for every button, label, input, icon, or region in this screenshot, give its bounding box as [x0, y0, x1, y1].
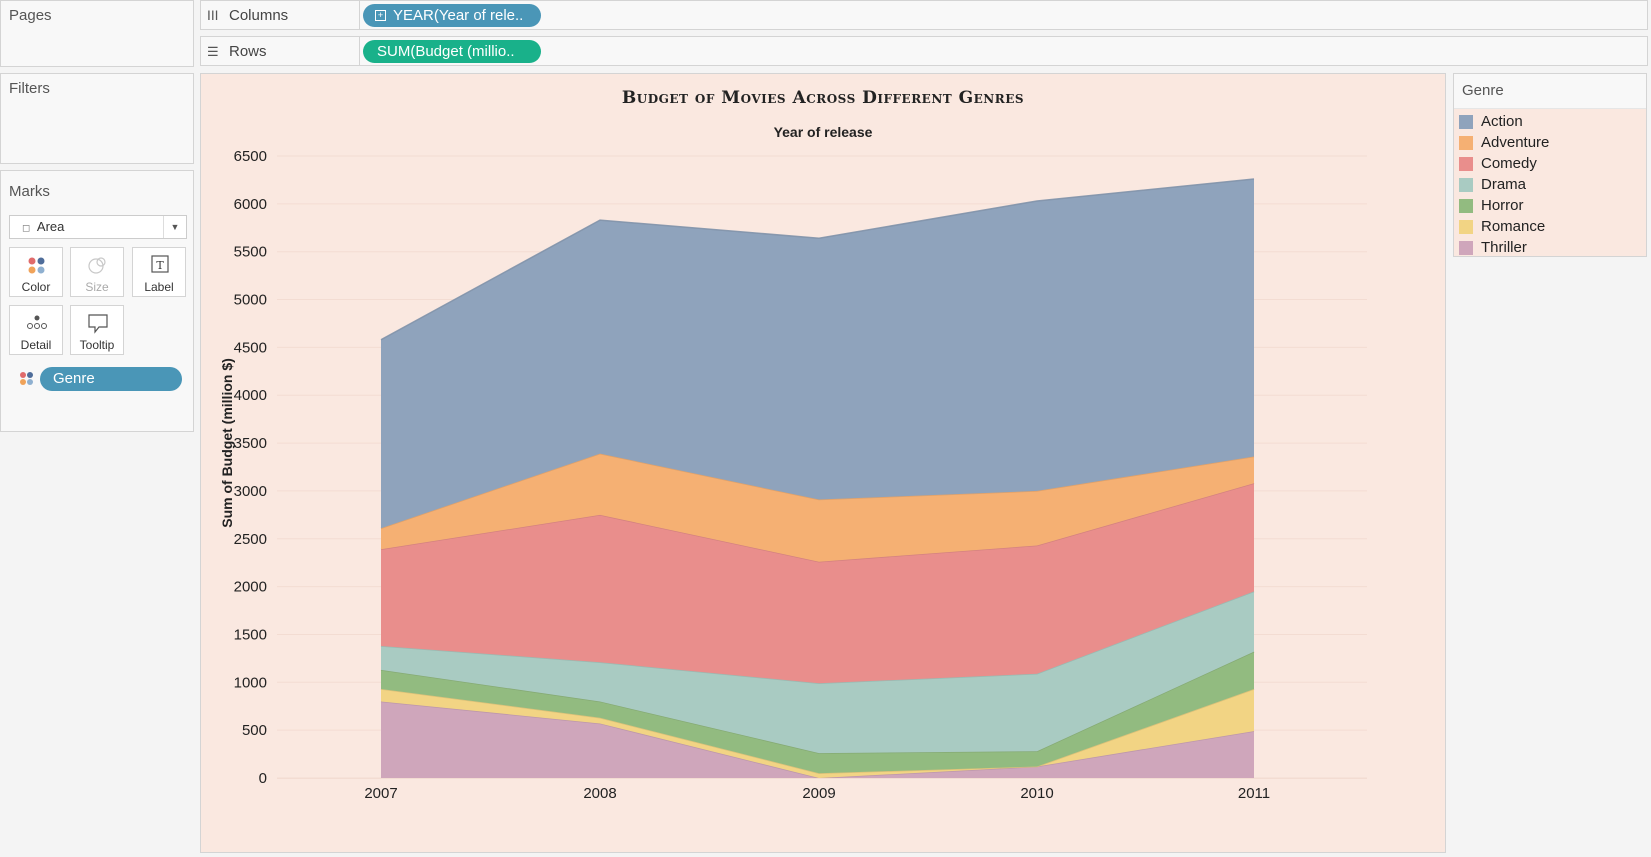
x-tick-label: 2007: [364, 785, 397, 802]
y-tick-label: 4000: [234, 387, 267, 404]
tooltip-label: Tooltip: [79, 338, 115, 352]
text-label-icon: T: [151, 255, 169, 273]
color-encoding-icon: [19, 371, 35, 392]
legend-items: Action Adventure Comedy Drama Horror Romance T…: [1454, 109, 1646, 258]
y-tick-label: 500: [242, 722, 267, 739]
legend-item[interactable]: Horror: [1454, 195, 1646, 216]
label-label: Label: [144, 280, 174, 294]
area-series-action[interactable]: [381, 178, 1254, 529]
y-tick-label: 3000: [234, 483, 267, 500]
rows-icon: ☰: [207, 44, 219, 59]
detail-button[interactable]: Detail: [9, 305, 63, 355]
size-icon: [88, 257, 106, 274]
x-axis-title: Year of release: [773, 124, 873, 140]
size-label: Size: [85, 280, 109, 294]
columns-shelf-label: ⅠⅠⅠ Columns: [207, 7, 289, 24]
legend-label: Horror: [1481, 197, 1524, 214]
genre-color-pill[interactable]: Genre: [40, 367, 182, 391]
legend-label: Adventure: [1481, 134, 1550, 151]
area-series-comedy[interactable]: [381, 483, 1254, 684]
legend-label: Comedy: [1481, 155, 1537, 172]
chart-panel: Budget of Movies Across Different Genres…: [200, 73, 1446, 853]
expand-plus-icon: +: [375, 10, 386, 21]
legend-item[interactable]: Thriller: [1454, 237, 1646, 258]
label-button[interactable]: T Label: [132, 247, 186, 297]
pages-panel[interactable]: Pages: [0, 0, 194, 67]
size-button[interactable]: Size: [70, 247, 124, 297]
marks-title: Marks: [9, 183, 50, 200]
x-tick-label: 2008: [583, 785, 616, 802]
area-chart-icon: ◻: [22, 223, 31, 234]
mark-type-label: Area: [36, 219, 65, 234]
filters-title: Filters: [9, 80, 50, 97]
legend-item[interactable]: Romance: [1454, 216, 1646, 237]
legend-label: Action: [1481, 113, 1523, 130]
rows-shelf[interactable]: ☰ Rows SUM(Budget (millio..: [200, 36, 1648, 66]
svg-text:T: T: [156, 259, 164, 272]
legend-item[interactable]: Drama: [1454, 174, 1646, 195]
legend-label: Romance: [1481, 218, 1546, 235]
tooltip-icon: [88, 314, 108, 334]
color-button[interactable]: Color: [9, 247, 63, 297]
marks-card: Marks ◻ Area ▼ Color Size T Label Detail: [0, 170, 194, 432]
legend-item[interactable]: Comedy: [1454, 153, 1646, 174]
area-series-adventure[interactable]: [381, 453, 1254, 562]
legend-swatch: [1459, 177, 1473, 192]
y-tick-label: 6000: [234, 196, 267, 213]
columns-divider: [359, 1, 360, 29]
y-axis-title: Sum of Budget (million $): [219, 358, 235, 528]
x-tick-label: 2009: [802, 785, 835, 802]
y-tick-label: 2500: [234, 531, 267, 548]
y-tick-label: 1500: [234, 626, 267, 643]
mark-type-dropdown[interactable]: ◻ Area ▼: [9, 215, 187, 239]
y-tick-label: 2000: [234, 579, 267, 596]
legend-item[interactable]: Adventure: [1454, 132, 1646, 153]
color-label: Color: [21, 280, 51, 294]
rows-divider: [359, 37, 360, 65]
x-tick-label: 2011: [1238, 785, 1270, 802]
legend-swatch: [1459, 198, 1473, 213]
y-tick-label: 5500: [234, 244, 267, 261]
y-tick-label: 0: [259, 770, 267, 787]
pages-title: Pages: [9, 7, 52, 24]
area-edge-action: [380, 178, 1255, 341]
rows-pill[interactable]: SUM(Budget (millio..: [363, 40, 541, 63]
legend-label: Thriller: [1481, 239, 1527, 256]
y-tick-label: 3500: [234, 435, 267, 452]
rows-shelf-label: ☰ Rows: [207, 43, 267, 60]
columns-pill-label: YEAR(Year of rele..: [393, 7, 524, 24]
y-tick-label: 5000: [234, 292, 267, 309]
y-tick-label: 4500: [234, 339, 267, 356]
tooltip-button[interactable]: Tooltip: [70, 305, 124, 355]
y-tick-label: 1000: [234, 674, 267, 691]
legend-swatch: [1459, 114, 1473, 129]
chart-title: Budget of Movies Across Different Genres: [621, 88, 1025, 108]
area-chart[interactable]: 0 500 1000 1500 2000 2500 3000 3500 4000 4500 5000…: [201, 74, 1445, 852]
x-tick-label: 2010: [1020, 785, 1053, 802]
chevron-down-icon: ▼: [163, 216, 186, 238]
columns-icon: ⅠⅠⅠ: [207, 8, 219, 23]
legend-title: Genre: [1454, 74, 1646, 109]
columns-pill[interactable]: + YEAR(Year of rele..: [363, 4, 541, 27]
area-series-thriller[interactable]: [381, 701, 1254, 778]
legend-swatch: [1459, 240, 1473, 255]
legend-label: Drama: [1481, 176, 1527, 193]
columns-shelf[interactable]: ⅠⅠⅠ Columns + YEAR(Year of rele..: [200, 0, 1648, 30]
filters-panel[interactable]: Filters: [0, 73, 194, 164]
legend-item[interactable]: Action: [1454, 111, 1646, 132]
area-series-drama[interactable]: [381, 591, 1254, 754]
legend-swatch: [1459, 135, 1473, 150]
y-tick-label: 6500: [234, 148, 267, 165]
legend-swatch: [1459, 219, 1473, 234]
detail-label: Detail: [20, 338, 52, 352]
detail-icon: [27, 315, 47, 329]
legend-swatch: [1459, 156, 1473, 171]
genre-legend: Genre Action Adventure Comedy Drama Horror Ro…: [1453, 73, 1647, 257]
color-icon: [28, 257, 45, 274]
